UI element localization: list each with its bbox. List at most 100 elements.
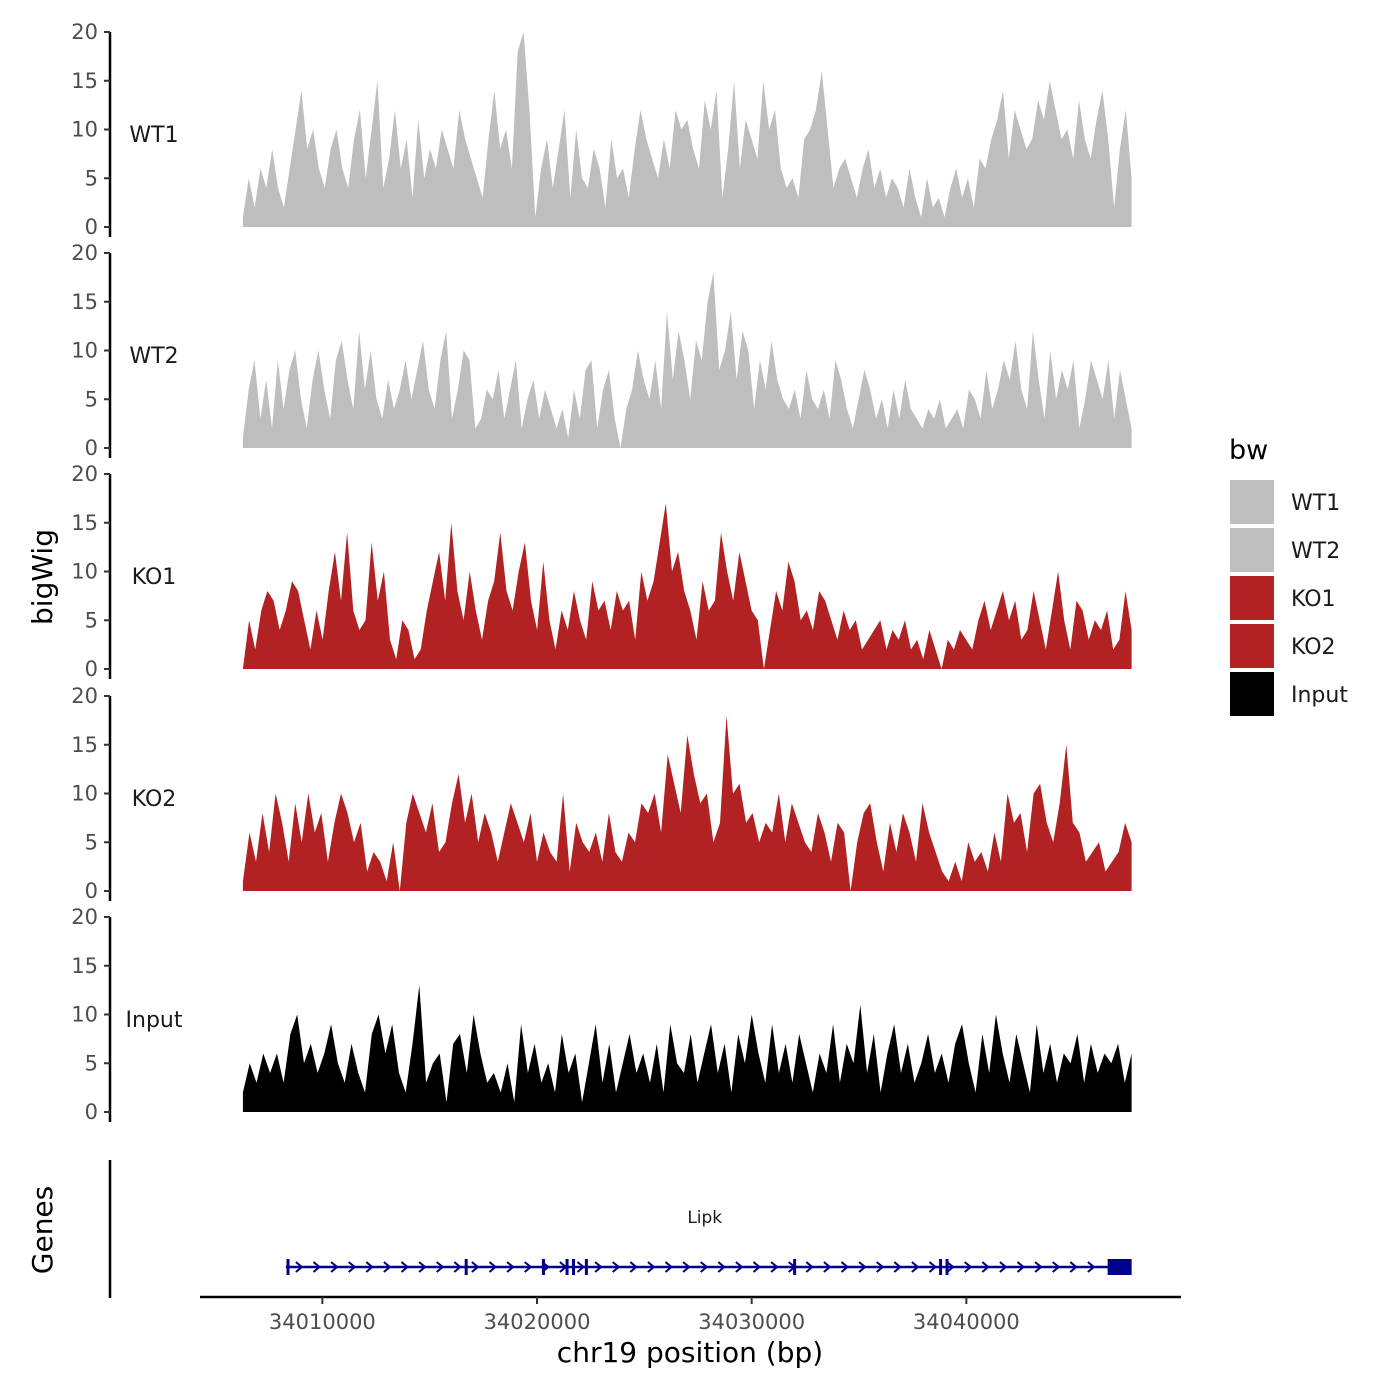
y-tick-label: 10 [71, 118, 98, 142]
x-axis-title: chr19 position (bp) [557, 1336, 823, 1369]
track-input: 0 5 10 15 20 Input [71, 905, 1132, 1124]
strand-arrow [876, 1261, 885, 1273]
area-ko1 [242, 503, 1132, 669]
y-tick-label: 5 [85, 387, 98, 411]
strand-arrow [840, 1261, 850, 1273]
exon [945, 1259, 949, 1275]
y-tick-label: 0 [85, 657, 98, 681]
strand-arrow [735, 1261, 744, 1273]
y-tick-label: 20 [71, 462, 98, 486]
legend-item-wt1: WT1 [1230, 480, 1340, 524]
strand-arrow [453, 1261, 462, 1273]
y-tick-label: 10 [71, 1003, 98, 1027]
strand-arrow [700, 1261, 709, 1273]
strand-arrow [805, 1261, 814, 1273]
strand-arrow [928, 1261, 938, 1273]
strand-arrow [717, 1261, 726, 1273]
strand-arrow [647, 1261, 656, 1273]
strand-arrow [365, 1261, 374, 1273]
genes-axis-title: Genes [26, 1186, 59, 1274]
strand-arrow [576, 1261, 586, 1273]
strand-arrow [823, 1261, 832, 1273]
exon [793, 1259, 797, 1275]
track-ko1: 0 5 10 15 20 KO1 [71, 462, 1132, 681]
strand-arrow [295, 1261, 304, 1273]
x-tick-label: 34040000 [913, 1310, 1020, 1334]
strand-arrow [348, 1261, 357, 1273]
y-tick-label: 20 [71, 241, 98, 265]
track-wt2: 0 5 10 15 20 WT2 [71, 241, 1132, 460]
y-tick-label: 5 [85, 830, 98, 854]
strand-arrow [1034, 1261, 1043, 1273]
strand-arrow [524, 1261, 533, 1273]
legend-swatch [1230, 624, 1274, 668]
strand-arrow [964, 1261, 973, 1273]
genes-panel: Lipk [108, 1160, 1132, 1298]
track-label: KO2 [132, 787, 177, 812]
y-tick-label: 15 [71, 733, 98, 757]
exon [541, 1259, 545, 1275]
legend-item-ko2: KO2 [1230, 624, 1336, 668]
strand-arrow [471, 1261, 480, 1273]
area-wt2 [242, 272, 1132, 448]
strand-arrow [312, 1261, 322, 1273]
strand-arrow [629, 1261, 638, 1273]
exon [286, 1259, 290, 1275]
legend-item-wt2: WT2 [1230, 528, 1340, 572]
legend-swatch [1230, 672, 1274, 716]
strand-arrow [418, 1261, 427, 1273]
x-axis: 34010000 34020000 34030000 34040000 [200, 1295, 1181, 1334]
y-tick-label: 0 [85, 1100, 98, 1124]
y-tick-label: 0 [85, 436, 98, 460]
track-label: Input [126, 1008, 183, 1033]
strand-arrow [946, 1261, 955, 1273]
legend-item-input: Input [1230, 672, 1348, 716]
y-tick-label: 10 [71, 339, 98, 363]
y-tick-label: 15 [71, 511, 98, 535]
exon [464, 1259, 468, 1275]
gene-lipk: Lipk [285, 1208, 1132, 1275]
strand-arrow [981, 1261, 990, 1273]
x-tick-label: 34010000 [269, 1310, 376, 1334]
strand-arrow [770, 1261, 779, 1273]
gene-label: Lipk [687, 1208, 722, 1228]
legend-label: WT2 [1291, 539, 1340, 564]
track-label: KO1 [132, 565, 177, 590]
legend-label: KO2 [1291, 635, 1336, 660]
area-wt1 [242, 32, 1132, 227]
y-tick-label: 15 [71, 954, 98, 978]
track-ko2: 0 5 10 15 20 KO2 [71, 684, 1132, 903]
legend-label: Input [1291, 683, 1348, 708]
y-tick-label: 0 [85, 215, 98, 239]
y-tick-label: 10 [71, 782, 98, 806]
strand-arrow [664, 1261, 674, 1273]
track-label: WT2 [129, 344, 178, 369]
y-tick-label: 20 [71, 905, 98, 929]
strand-arrow [752, 1261, 762, 1273]
legend-label: KO1 [1291, 587, 1336, 612]
strand-arrow [911, 1261, 920, 1273]
legend-swatch [1230, 480, 1274, 524]
strand-arrow [488, 1261, 498, 1273]
strand-arrow [330, 1261, 339, 1273]
legend: WT1 WT2 KO1 KO2 Input [1230, 480, 1348, 716]
strand-arrow [400, 1261, 410, 1273]
strand-arrow [436, 1261, 445, 1273]
y-tick-label: 20 [71, 20, 98, 44]
strand-arrow [1069, 1261, 1078, 1273]
strand-arrow [999, 1261, 1008, 1273]
y-axis-title: bigWig [26, 529, 59, 625]
exon [584, 1259, 588, 1275]
strand-arrow [1016, 1261, 1026, 1273]
y-tick-label: 10 [71, 560, 98, 584]
track-wt1: 0 5 10 15 20 WT1 [71, 20, 1132, 239]
track-label: WT1 [129, 123, 178, 148]
y-tick-label: 0 [85, 879, 98, 903]
terminal-exon [1107, 1259, 1132, 1275]
strand-arrow [612, 1261, 621, 1273]
y-tick-label: 5 [85, 1051, 98, 1075]
legend-swatch [1230, 576, 1274, 620]
legend-item-ko1: KO1 [1230, 576, 1336, 620]
strand-arrow [1052, 1261, 1061, 1273]
